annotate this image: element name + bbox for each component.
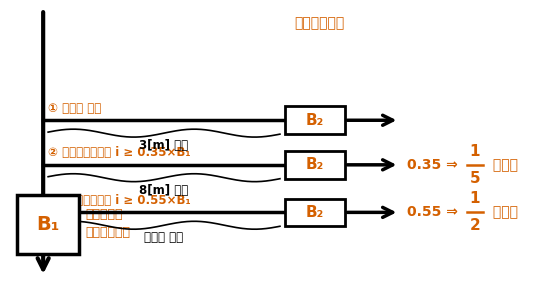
Text: 8[m] 이하: 8[m] 이하 (139, 184, 189, 197)
Text: 과전류차단기: 과전류차단기 (85, 226, 130, 239)
Text: 단면적: 단면적 (488, 158, 518, 172)
Text: 임의의 길이: 임의의 길이 (145, 231, 184, 244)
Text: B₁: B₁ (36, 215, 60, 234)
FancyBboxPatch shape (285, 106, 344, 134)
Text: 1: 1 (470, 191, 480, 207)
Text: 3[m] 이하: 3[m] 이하 (139, 139, 189, 152)
Text: 2: 2 (469, 218, 480, 233)
Text: ① 원칙일 경우: ① 원칙일 경우 (48, 102, 101, 115)
Text: B₂: B₂ (305, 157, 324, 172)
Text: 단면적: 단면적 (488, 205, 518, 219)
Text: ③ 분기선허용전류 i ≥ 0.55×B₁: ③ 분기선허용전류 i ≥ 0.55×B₁ (48, 194, 191, 207)
Text: 0.35 ⇒: 0.35 ⇒ (407, 158, 458, 172)
FancyBboxPatch shape (285, 151, 344, 179)
Text: B₂: B₂ (305, 113, 324, 128)
Text: B₂: B₂ (305, 205, 324, 220)
FancyBboxPatch shape (285, 198, 344, 226)
Text: 0.55 ⇒: 0.55 ⇒ (407, 205, 458, 219)
Text: 간선보호용: 간선보호용 (85, 208, 122, 221)
Text: 5: 5 (469, 171, 480, 186)
Text: ② 분기선허용전류 i ≥ 0.35×B₁: ② 분기선허용전류 i ≥ 0.35×B₁ (48, 146, 191, 159)
Text: 과전류차단기: 과전류차단기 (295, 16, 345, 30)
FancyBboxPatch shape (17, 195, 79, 254)
Text: 1: 1 (470, 144, 480, 159)
